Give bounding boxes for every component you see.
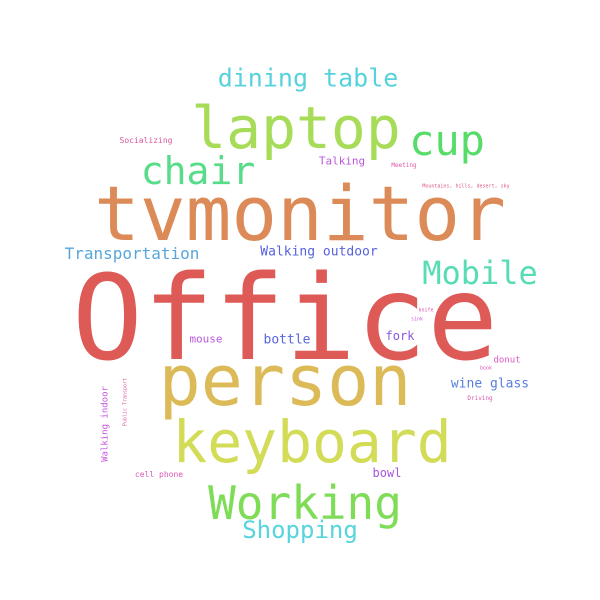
word-bowl: bowl (372, 466, 402, 480)
word-sink: sink (410, 316, 424, 323)
word-mobile: Mobile (422, 254, 538, 292)
word-meeting: Meeting (391, 162, 417, 169)
word-knife: knife (418, 307, 434, 314)
word-dining-table: dining table (217, 63, 399, 93)
word-socializing: Socializing (119, 136, 173, 145)
word-chair: chair (140, 149, 256, 193)
word-keyboard: keyboard (172, 408, 452, 476)
word-walking-outdoor: Walking outdoor (260, 244, 378, 260)
word-wine-glass: wine glass (450, 376, 530, 392)
word-office: Office (71, 249, 499, 387)
word-mountains-hills-desert-sky: Mountains, hills, desert, sky (422, 183, 510, 190)
word-transportation: Transportation (64, 244, 200, 263)
word-donut: donut (493, 355, 521, 366)
word-shopping: Shopping (242, 516, 358, 544)
word-driving: Driving (467, 395, 493, 402)
word-public-transport: Public Transport (122, 377, 129, 427)
word-cup: cup (409, 116, 485, 165)
word-laptop: laptop (191, 94, 401, 162)
word-bottle: bottle (263, 332, 311, 348)
word-tvmonitor: tvmonitor (94, 169, 506, 258)
word-cell-phone: cell phone (134, 470, 184, 479)
word-working: Working (208, 476, 402, 530)
word-person: person (158, 340, 412, 422)
word-talking: Talking (318, 154, 366, 168)
word-fork: fork (385, 329, 415, 343)
word-walking-indoor: Walking indoor (100, 386, 111, 462)
word-mouse: mouse (189, 332, 223, 346)
word-book: book (479, 365, 493, 372)
